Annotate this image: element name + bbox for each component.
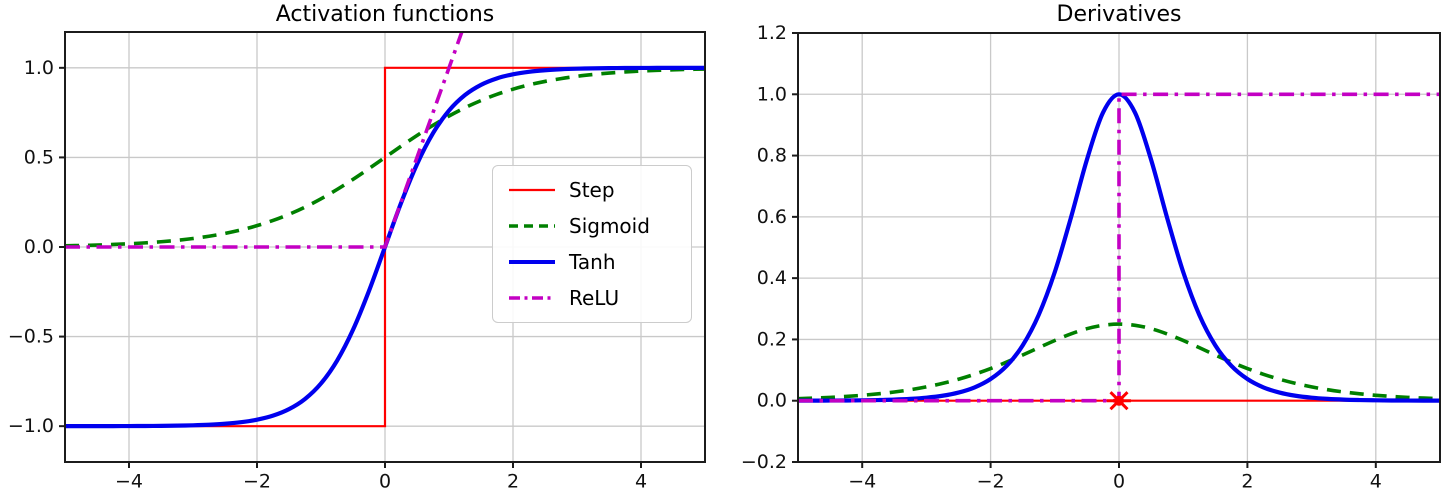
legend-line-sample-sigmoid bbox=[509, 224, 555, 228]
x-tick-label: −2 bbox=[243, 471, 271, 493]
y-tick-label: 0.8 bbox=[757, 145, 787, 167]
x-tick-label: 4 bbox=[1370, 471, 1382, 493]
legend-item-sigmoid: Sigmoid bbox=[493, 214, 691, 238]
y-tick-label: 1.0 bbox=[24, 57, 54, 79]
series-relu bbox=[65, 32, 464, 249]
x-tick-label: 2 bbox=[507, 471, 519, 493]
y-tick-label: 0.2 bbox=[757, 328, 787, 350]
y-tick-label: 0.0 bbox=[24, 236, 54, 258]
legend-label: Sigmoid bbox=[569, 214, 650, 238]
legend-line-sample-relu bbox=[509, 296, 555, 300]
series-sigmoid-derivative bbox=[798, 322, 1440, 401]
legend-item-relu: ReLU bbox=[493, 286, 691, 310]
legend-label: ReLU bbox=[569, 286, 620, 310]
y-tick-label: −0.2 bbox=[741, 451, 787, 473]
y-tick-label: −1.0 bbox=[8, 415, 54, 437]
y-tick-label: 0.4 bbox=[757, 267, 787, 289]
x-tick-label: 0 bbox=[1113, 471, 1125, 493]
legend-label: Tanh bbox=[569, 250, 616, 274]
x-tick-label: 0 bbox=[379, 471, 391, 493]
legend-line-sample-step bbox=[509, 188, 555, 192]
legend-item-step: Step bbox=[493, 178, 691, 202]
x-tick-label: −2 bbox=[977, 471, 1005, 493]
y-tick-label: −0.5 bbox=[8, 326, 54, 348]
legend-item-tanh: Tanh bbox=[493, 250, 691, 274]
left-plot-title: Activation functions bbox=[275, 2, 495, 27]
y-tick-label: 1.0 bbox=[757, 83, 787, 105]
y-tick-label: 1.2 bbox=[757, 22, 787, 44]
right-plot-title: Derivatives bbox=[1056, 2, 1182, 27]
y-tick-label: 0.6 bbox=[757, 206, 787, 228]
series-relu-derivative bbox=[798, 92, 1440, 403]
y-tick-label: 0.5 bbox=[24, 146, 54, 168]
legend: Step Sigmoid Tanh ReLU bbox=[492, 165, 692, 323]
step-derivative-impulse-marker bbox=[1107, 391, 1131, 411]
y-tick-label: 0.0 bbox=[757, 390, 787, 412]
x-tick-label: 4 bbox=[635, 471, 647, 493]
legend-line-sample-tanh bbox=[509, 260, 555, 264]
x-tick-label: −4 bbox=[115, 471, 143, 493]
x-tick-label: 2 bbox=[1241, 471, 1253, 493]
x-tick-label: −4 bbox=[848, 471, 876, 493]
legend-label: Step bbox=[569, 178, 615, 202]
